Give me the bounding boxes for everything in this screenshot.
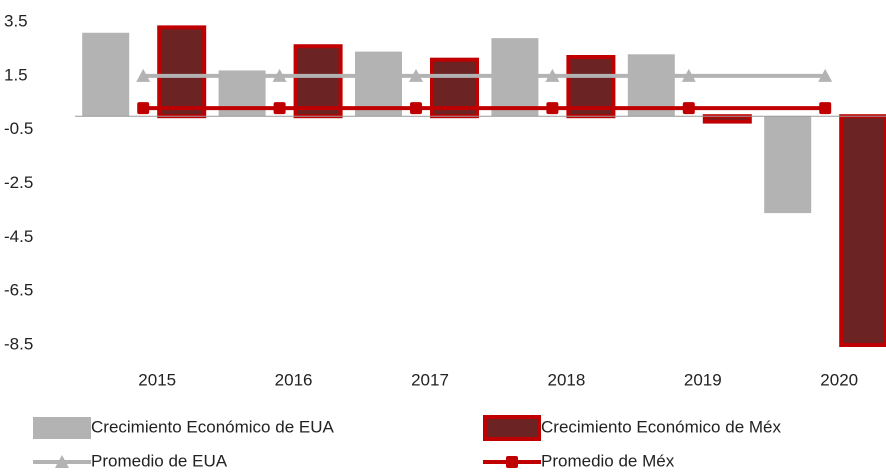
bar xyxy=(702,114,752,124)
legend-label: Promedio de EUA xyxy=(91,451,228,470)
line-marker xyxy=(409,68,423,82)
line-marker xyxy=(819,102,832,115)
bar xyxy=(355,51,402,117)
bar xyxy=(839,114,886,348)
legend-swatch xyxy=(33,417,91,439)
line-marker xyxy=(818,68,833,82)
line-marker xyxy=(273,102,286,115)
line-marker xyxy=(137,102,150,115)
legend-label: Crecimiento Económico de EUA xyxy=(91,417,334,436)
y-tick-label: -8.5 xyxy=(4,334,33,353)
legend-label: Promedio de Méx xyxy=(541,451,675,470)
legend-swatch xyxy=(483,415,541,441)
y-tick-label: -0.5 xyxy=(4,119,33,138)
line-marker xyxy=(410,102,422,115)
bar xyxy=(293,44,343,119)
legend-marker xyxy=(506,456,518,468)
y-tick-label: 1.5 xyxy=(4,65,28,84)
line-marker xyxy=(545,68,560,82)
y-tick-label: 3.5 xyxy=(4,11,28,30)
bar xyxy=(627,54,675,117)
bar xyxy=(157,25,207,119)
bar xyxy=(764,116,812,214)
line-marker xyxy=(682,102,695,115)
legend-label: Crecimiento Económico de Méx xyxy=(541,417,781,436)
y-tick-label: -6.5 xyxy=(4,281,33,300)
legend-marker xyxy=(55,455,69,468)
line-marker xyxy=(272,68,287,82)
x-tick-label: 2020 xyxy=(820,370,858,389)
y-tick-label: -4.5 xyxy=(4,227,33,246)
x-tick-label: 2018 xyxy=(547,370,585,389)
bar xyxy=(82,32,130,117)
x-tick-label: 2019 xyxy=(684,370,722,389)
line-marker xyxy=(546,102,559,115)
y-tick-label: -2.5 xyxy=(4,173,33,192)
x-tick-label: 2016 xyxy=(275,370,313,389)
x-tick-label: 2015 xyxy=(138,370,176,389)
x-tick-label: 2017 xyxy=(411,370,449,389)
line-marker xyxy=(681,68,696,82)
line-marker xyxy=(136,68,151,82)
